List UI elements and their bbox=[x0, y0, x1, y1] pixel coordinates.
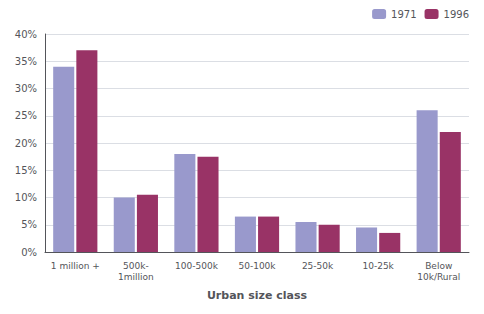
svg-text:30%: 30% bbox=[15, 83, 37, 94]
svg-text:10%: 10% bbox=[15, 192, 37, 203]
svg-text:Below: Below bbox=[425, 261, 452, 271]
svg-text:100-500k: 100-500k bbox=[175, 261, 219, 271]
svg-text:25-50k: 25-50k bbox=[302, 261, 334, 271]
svg-text:Urban size class: Urban size class bbox=[207, 289, 308, 302]
svg-text:15%: 15% bbox=[15, 165, 37, 176]
svg-text:1971: 1971 bbox=[391, 9, 416, 20]
svg-text:5%: 5% bbox=[21, 219, 37, 230]
svg-text:25%: 25% bbox=[15, 110, 37, 121]
svg-text:40%: 40% bbox=[15, 29, 37, 40]
svg-text:35%: 35% bbox=[15, 56, 37, 67]
svg-text:500k-: 500k- bbox=[123, 261, 149, 271]
svg-text:0%: 0% bbox=[21, 247, 37, 258]
svg-text:50-100k: 50-100k bbox=[238, 261, 276, 271]
svg-text:20%: 20% bbox=[15, 138, 37, 149]
svg-text:1996: 1996 bbox=[444, 9, 469, 20]
svg-text:10k/Rural: 10k/Rural bbox=[417, 272, 460, 282]
svg-text:1 million +: 1 million + bbox=[51, 261, 100, 271]
svg-text:1million: 1million bbox=[118, 272, 154, 282]
svg-text:10-25k: 10-25k bbox=[362, 261, 394, 271]
